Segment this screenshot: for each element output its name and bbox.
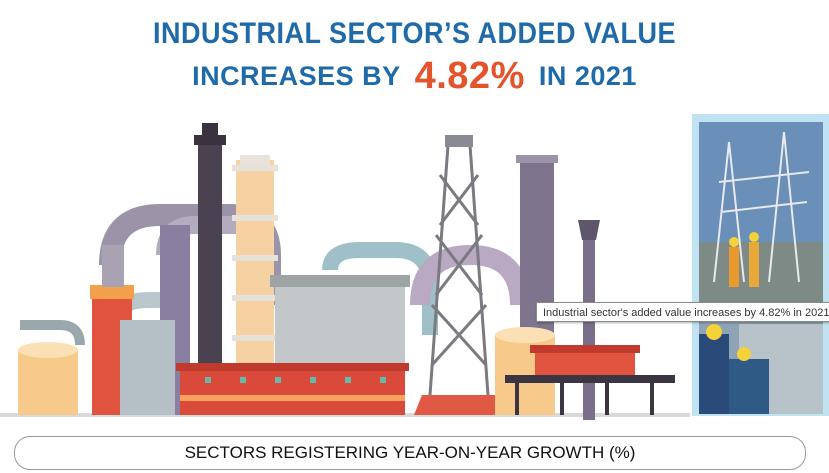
title-prefix: INCREASES BY: [192, 61, 401, 91]
infographic-title: INDUSTRIAL SECTOR’S ADDED VALUE INCREASE…: [0, 16, 829, 98]
image-tooltip: Industrial sector's added value increase…: [536, 302, 829, 322]
power-station-photo-icon: [699, 122, 823, 304]
workers-photo-icon: [699, 314, 823, 414]
factory-illustration-icon: [0, 123, 690, 420]
title-suffix: IN 2021: [538, 61, 637, 91]
title-highlight-value: 4.82%: [414, 55, 525, 97]
title-line-2: INCREASES BY 4.82% IN 2021: [0, 55, 829, 98]
title-line-1: INDUSTRIAL SECTOR’S ADDED VALUE: [152, 16, 677, 50]
photo-panel: [692, 114, 829, 416]
sectors-heading: SECTORS REGISTERING YEAR-ON-YEAR GROWTH …: [14, 436, 806, 470]
